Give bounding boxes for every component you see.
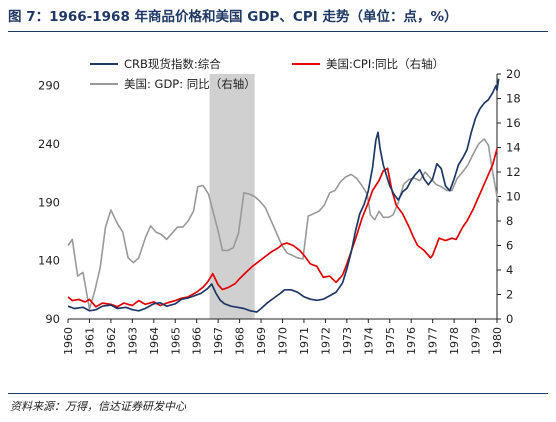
figure-title: 图 7：1966-1968 年商品价格和美国 GDP、CPI 走势（单位：点，%…: [8, 9, 458, 25]
legend-item-crb-index: CRB现货指数:综合: [90, 57, 221, 71]
x-tick-label: 1967: [212, 327, 225, 355]
x-tick-label: 1973: [341, 327, 354, 355]
legend: CRB现货指数:综合 美国:CPI:同比（右轴） 美国: GDP: 同比（右轴）: [90, 57, 444, 91]
x-tick-label: 1971: [298, 327, 311, 355]
legend-label: 美国:CPI:同比（右轴）: [326, 57, 444, 71]
series-layer: [67, 78, 500, 313]
x-tick-label: 1963: [126, 327, 139, 355]
left-y-tick-label: 140: [38, 254, 60, 268]
right-y-tick-label: 14: [506, 141, 521, 155]
right-y-tick-label: 0: [506, 312, 513, 326]
series-line-crb-index: [67, 78, 500, 313]
series-line-us-gdp-yoy: [67, 138, 500, 310]
legend-label: CRB现货指数:综合: [124, 57, 221, 71]
right-y-tick-label: 6: [506, 239, 513, 253]
right-y-tick-label: 18: [506, 92, 521, 106]
x-tick-label: 1975: [384, 327, 397, 355]
x-tick-label: 1965: [169, 327, 182, 355]
shaded-period-1966-1968: [209, 74, 255, 319]
right-y-tick-label: 8: [506, 214, 513, 228]
x-tick-label: 1966: [191, 327, 204, 355]
x-tick-label: 1976: [405, 327, 418, 355]
axes-layer: 1960 1961 1962 1963 1964 1965 1966 1967 1968 1969…: [38, 67, 521, 355]
right-y-tick-label: 2: [506, 288, 513, 302]
legend-item-us-cpi-yoy: 美国:CPI:同比（右轴）: [292, 57, 444, 71]
shaded-period-layer: [209, 74, 255, 319]
x-tick-label: 1964: [148, 327, 161, 355]
dual-axis-line-chart: 1960 1961 1962 1963 1964 1965 1966 1967 1968 1969…: [38, 57, 521, 355]
x-tick-label: 1970: [277, 327, 290, 355]
x-tick-label: 1960: [62, 327, 75, 355]
x-tick-label: 1980: [491, 327, 504, 355]
x-tick-label: 1978: [448, 327, 461, 355]
legend-label: 美国: GDP: 同比（右轴）: [124, 77, 256, 91]
source-divider: [8, 393, 548, 394]
series-line-us-cpi-yoy: [67, 148, 498, 308]
x-tick-label: 1968: [234, 327, 247, 355]
left-y-tick-label: 90: [45, 312, 60, 326]
left-y-tick-label: 290: [38, 79, 60, 93]
x-tick-label: 1977: [427, 327, 440, 355]
right-y-tick-label: 20: [506, 67, 521, 81]
source-note: 资料来源：万得，信达证券研发中心: [10, 400, 186, 413]
right-y-tick-label: 10: [506, 190, 521, 204]
left-y-tick-label: 240: [38, 137, 60, 151]
x-tick-label: 1974: [362, 327, 375, 355]
x-tick-label: 1961: [83, 327, 96, 355]
x-tick-label: 1962: [105, 327, 118, 355]
left-y-tick-label: 190: [38, 195, 60, 209]
right-y-tick-label: 4: [506, 263, 513, 277]
right-y-tick-label: 12: [506, 165, 521, 179]
x-tick-label: 1972: [319, 327, 332, 355]
x-tick-label: 1969: [255, 327, 268, 355]
title-divider: [8, 31, 548, 32]
legend-item-us-gdp-yoy: 美国: GDP: 同比（右轴）: [90, 77, 256, 91]
x-tick-label: 1979: [470, 327, 483, 355]
right-y-tick-label: 16: [506, 116, 521, 130]
